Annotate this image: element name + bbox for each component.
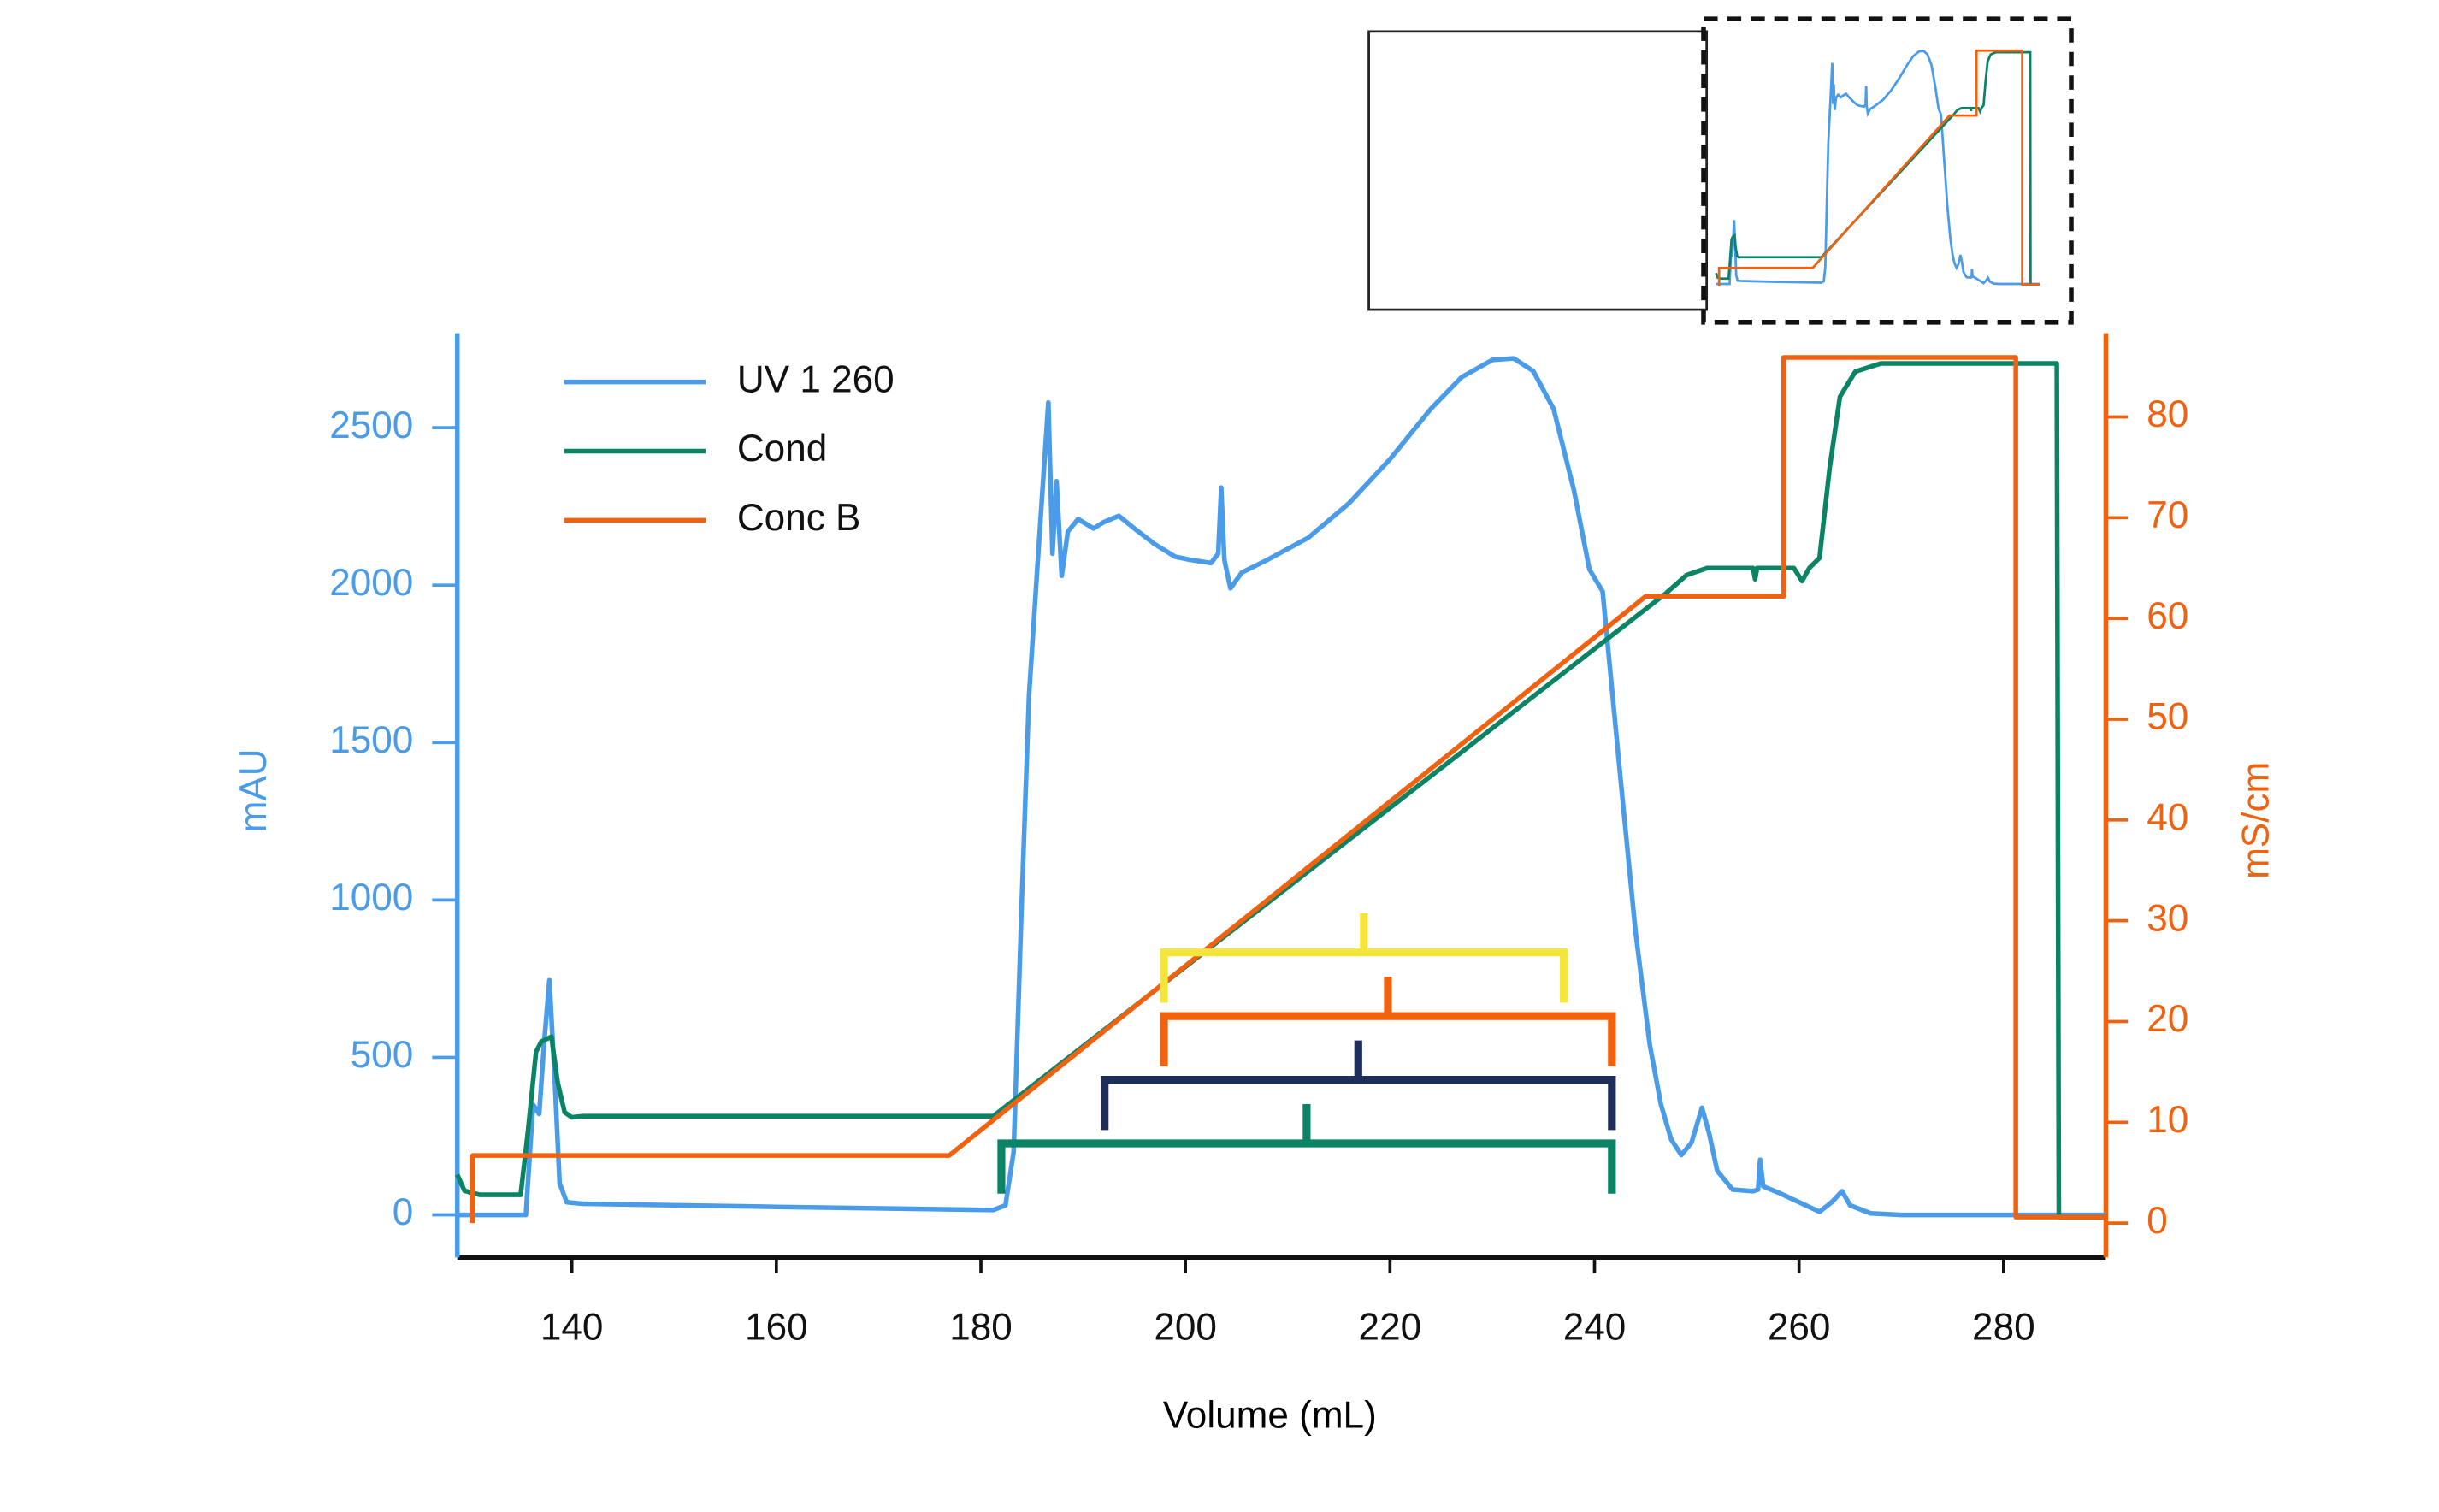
x-axis-label: Volume (mL) [1163, 1394, 1377, 1436]
x-tick-label: 140 [540, 1306, 604, 1348]
legend-label: Cond [737, 428, 827, 470]
pool-bracket [997, 1104, 1616, 1194]
x-tick-label: 240 [1563, 1306, 1627, 1348]
x-tick-label: 280 [1972, 1306, 2035, 1348]
x-tick-label: 260 [1768, 1306, 1831, 1348]
y2-tick-label: 70 [2147, 494, 2188, 536]
overview-inset [1367, 16, 2074, 325]
x-tick-label: 220 [1359, 1306, 1422, 1348]
x-tick-label: 160 [745, 1306, 808, 1348]
legend-label: Conc B [737, 497, 861, 539]
y2-tick-label: 60 [2147, 595, 2188, 637]
x-tick-label: 180 [949, 1306, 1013, 1348]
inset-line [1717, 49, 2040, 286]
y2-tick-label: 20 [2147, 998, 2188, 1040]
y2-tick-label: 30 [2147, 897, 2188, 939]
y-tick-label: 500 [351, 1034, 414, 1076]
y-tick-label: 2000 [329, 562, 413, 604]
y-tick-label: 0 [393, 1191, 414, 1233]
series-line [455, 361, 2106, 1220]
y2-tick-label: 0 [2147, 1200, 2168, 1242]
inset-frame [1367, 30, 1709, 311]
x-tick-label: 200 [1154, 1306, 1217, 1348]
inset-line [1716, 50, 2040, 286]
y2-axis-label: mS/cm [2235, 762, 2277, 879]
zoom-region [1701, 16, 2074, 325]
pool-bracket [1160, 977, 1616, 1066]
y2-tick-label: 50 [2147, 696, 2188, 738]
series-line [470, 355, 2106, 1224]
y-axis-label: mAU [233, 748, 275, 832]
legend-label: UV 1 260 [737, 358, 895, 400]
y2-tick-label: 40 [2147, 796, 2188, 838]
series-line [457, 356, 2106, 1218]
y-tick-label: 1500 [329, 719, 413, 761]
pool-bracket [1101, 1040, 1616, 1131]
y-tick-label: 1000 [329, 877, 413, 918]
pool-bracket [1160, 913, 1568, 1003]
y-tick-label: 2500 [329, 405, 413, 446]
y2-tick-label: 80 [2147, 393, 2188, 435]
inset-line [1715, 50, 2040, 286]
y2-tick-label: 10 [2147, 1099, 2188, 1141]
